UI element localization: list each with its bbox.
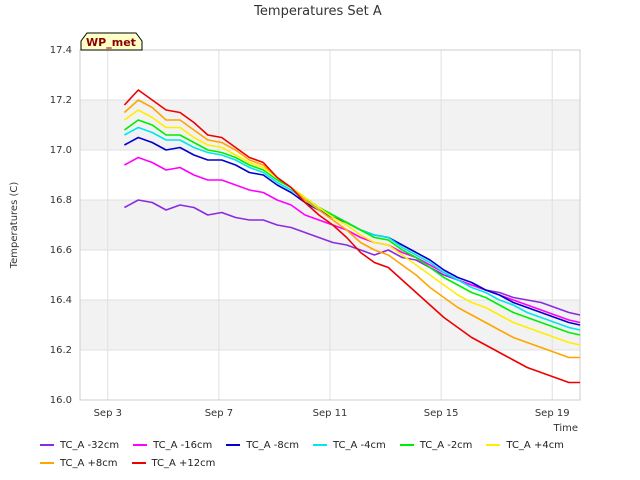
x-axis-ticks: Sep 3 Sep 7 Sep 11 Sep 15 Sep 19 xyxy=(94,408,570,419)
chart-title: Temperatures Set A xyxy=(253,4,382,19)
series-layer xyxy=(123,89,581,384)
y-tick-label: 17.2 xyxy=(50,95,72,106)
legend-swatch xyxy=(312,444,327,446)
y-tick-label: 16.2 xyxy=(50,345,72,356)
x-tick-label: Sep 11 xyxy=(313,408,348,419)
legend-item: TC_A -8cm xyxy=(226,436,299,454)
legend-label: TC_A +4cm xyxy=(506,439,564,451)
y-tick-label: 17.4 xyxy=(50,45,72,56)
legend-item: TC_A -32cm xyxy=(40,436,119,454)
legend-item: TC_A +8cm xyxy=(40,454,118,472)
x-axis-label: Time xyxy=(553,423,578,434)
legend-swatch xyxy=(399,444,414,446)
legend-item: TC_A -16cm xyxy=(133,436,212,454)
legend-swatch xyxy=(133,444,148,446)
legend-swatch xyxy=(226,444,241,446)
series-line xyxy=(123,99,580,359)
y-tick-label: 17.0 xyxy=(50,145,72,156)
plot-frame xyxy=(79,49,581,401)
series-line xyxy=(123,109,581,346)
wp-met-badge: WP_met xyxy=(80,32,143,51)
x-tick-label: Sep 3 xyxy=(94,408,122,419)
legend-item: TC_A -4cm xyxy=(312,436,386,454)
legend-swatch xyxy=(40,462,54,464)
badge-label: WP_met xyxy=(86,36,136,49)
x-tick-label: Sep 15 xyxy=(424,408,459,419)
legend-swatch xyxy=(40,444,54,446)
legend: TC_A -32cm TC_A -16cm TC_A -8cm TC_A -4cm TC… xyxy=(40,436,630,472)
series-line xyxy=(123,89,580,384)
legend-label: TC_A +8cm xyxy=(60,457,118,469)
y-tick-label: 16.6 xyxy=(50,245,72,256)
x-tick-label: Sep 19 xyxy=(535,408,570,419)
legend-swatch xyxy=(486,444,501,446)
legend-label: TC_A -32cm xyxy=(60,439,120,451)
series-line xyxy=(123,119,581,336)
y-axis-label: Temperatures (C) xyxy=(9,182,20,270)
legend-label: TC_A +12cm xyxy=(151,457,216,469)
x-tick-label: Sep 7 xyxy=(205,408,233,419)
legend-label: TC_A -2cm xyxy=(419,439,473,451)
legend-swatch xyxy=(131,462,146,464)
series-line xyxy=(124,199,581,316)
legend-label: TC_A -16cm xyxy=(153,439,213,451)
legend-label: TC_A -8cm xyxy=(246,439,299,451)
legend-item: TC_A +12cm xyxy=(131,454,216,472)
y-tick-label: 16.8 xyxy=(50,195,72,206)
y-tick-label: 16.0 xyxy=(50,395,72,406)
legend-item: TC_A -2cm xyxy=(399,436,473,454)
legend-item: TC_A +4cm xyxy=(486,436,564,454)
series-line xyxy=(124,156,581,324)
legend-label: TC_A -4cm xyxy=(332,439,386,451)
y-tick-label: 16.4 xyxy=(50,295,72,306)
y-axis-ticks: 16.0 16.2 16.4 16.6 16.8 17.0 17.2 17.4 xyxy=(50,45,72,406)
